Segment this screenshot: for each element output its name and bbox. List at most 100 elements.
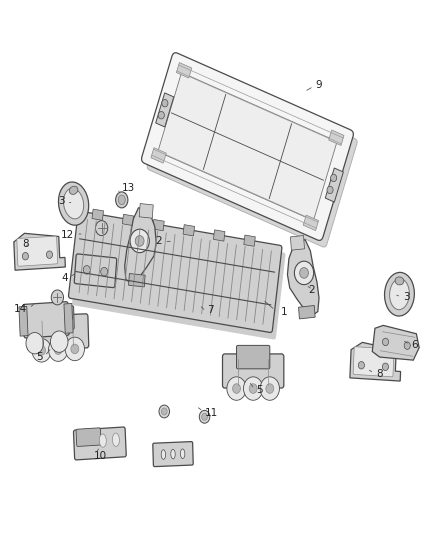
Point <box>248 306 253 312</box>
Line: 2 pts: 2 pts <box>131 229 140 302</box>
Circle shape <box>32 338 51 362</box>
Polygon shape <box>287 240 319 316</box>
Point <box>194 231 200 238</box>
Ellipse shape <box>389 279 410 310</box>
Point <box>265 231 271 238</box>
Bar <box>19 306 28 336</box>
Bar <box>156 93 174 127</box>
Text: 7: 7 <box>207 305 213 315</box>
Point <box>141 306 147 312</box>
Bar <box>183 224 194 236</box>
Point <box>97 306 102 312</box>
Point <box>157 185 162 191</box>
Bar <box>129 273 145 287</box>
Bar <box>303 215 318 231</box>
Text: 13: 13 <box>122 183 135 192</box>
Line: 2 pts: 2 pts <box>263 251 272 324</box>
Text: 14: 14 <box>14 304 27 314</box>
Line: 2 pts: 2 pts <box>42 321 43 347</box>
FancyBboxPatch shape <box>74 427 126 460</box>
Bar <box>139 204 153 218</box>
Point <box>378 331 384 337</box>
Circle shape <box>300 268 308 278</box>
FancyBboxPatch shape <box>72 218 286 340</box>
Text: 5: 5 <box>36 352 43 362</box>
Point <box>157 191 162 198</box>
Point <box>141 231 147 238</box>
Point <box>210 103 215 110</box>
Bar <box>153 220 164 231</box>
Circle shape <box>101 268 108 276</box>
Line: 2 pts: 2 pts <box>105 224 114 297</box>
Point <box>221 231 226 238</box>
Circle shape <box>95 221 108 236</box>
FancyBboxPatch shape <box>158 73 337 220</box>
Line: 2 pts: 2 pts <box>80 239 275 272</box>
Point <box>212 306 218 312</box>
Circle shape <box>161 408 167 415</box>
Circle shape <box>135 236 144 246</box>
Ellipse shape <box>69 186 78 195</box>
Circle shape <box>83 265 90 274</box>
FancyBboxPatch shape <box>147 61 357 247</box>
Point <box>115 306 120 312</box>
Text: 1: 1 <box>280 307 287 317</box>
FancyBboxPatch shape <box>23 302 69 338</box>
Point <box>248 231 253 238</box>
Circle shape <box>327 186 333 193</box>
Circle shape <box>158 111 164 119</box>
Line: 2 pts: 2 pts <box>203 94 226 169</box>
Bar <box>151 148 166 163</box>
Bar <box>290 236 304 250</box>
FancyBboxPatch shape <box>141 53 353 240</box>
Text: 2: 2 <box>155 236 162 246</box>
Ellipse shape <box>161 450 166 459</box>
Polygon shape <box>14 233 65 270</box>
Point <box>133 231 138 238</box>
Point <box>326 143 331 150</box>
Point <box>124 306 129 312</box>
Line: 2 pts: 2 pts <box>96 222 105 296</box>
Point <box>159 231 165 238</box>
Point <box>271 285 276 292</box>
Point <box>151 306 156 312</box>
Line: 2 pts: 2 pts <box>73 320 74 346</box>
Circle shape <box>404 342 410 349</box>
Bar <box>64 303 73 333</box>
Line: 2 pts: 2 pts <box>123 227 131 300</box>
Point <box>157 102 162 108</box>
Circle shape <box>50 331 68 352</box>
Point <box>186 231 191 238</box>
FancyBboxPatch shape <box>237 345 270 369</box>
FancyBboxPatch shape <box>68 211 282 333</box>
Point <box>177 231 182 238</box>
Circle shape <box>227 377 246 400</box>
Line: 2 pts: 2 pts <box>177 71 342 144</box>
Point <box>177 306 182 312</box>
Circle shape <box>244 377 263 400</box>
Polygon shape <box>350 342 401 381</box>
Point <box>221 306 226 312</box>
Point <box>133 306 138 312</box>
Point <box>235 382 240 389</box>
Circle shape <box>38 345 46 355</box>
Text: 8: 8 <box>376 369 382 379</box>
Circle shape <box>26 333 43 354</box>
Ellipse shape <box>58 182 89 225</box>
Point <box>280 183 285 190</box>
Point <box>124 231 129 238</box>
Point <box>204 231 209 238</box>
Point <box>157 95 162 102</box>
Line: 2 pts: 2 pts <box>166 235 175 308</box>
Line: 2 pts: 2 pts <box>149 231 158 305</box>
FancyBboxPatch shape <box>153 442 193 466</box>
Point <box>239 306 244 312</box>
Circle shape <box>22 253 28 260</box>
Point <box>151 231 156 238</box>
Point <box>332 102 338 108</box>
Circle shape <box>233 384 240 393</box>
Bar <box>122 214 134 225</box>
Point <box>80 231 85 238</box>
Circle shape <box>51 290 64 305</box>
Circle shape <box>54 345 62 354</box>
